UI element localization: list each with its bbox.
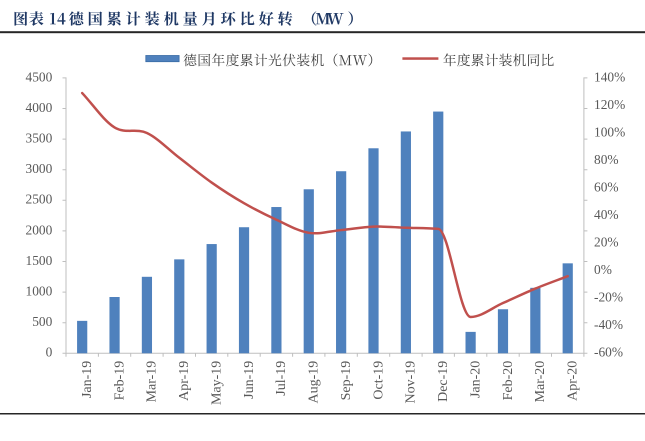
svg-text:Sep-19: Sep-19 xyxy=(339,361,354,401)
svg-text:-60%: -60% xyxy=(594,345,623,360)
svg-text:0: 0 xyxy=(46,345,53,360)
svg-text:3500: 3500 xyxy=(26,131,53,146)
svg-text:Dec-19: Dec-19 xyxy=(436,361,451,402)
svg-text:3000: 3000 xyxy=(26,161,53,176)
svg-text:Oct-19: Oct-19 xyxy=(371,361,386,400)
svg-text:140%: 140% xyxy=(594,69,625,84)
svg-text:Jul-19: Jul-19 xyxy=(274,361,289,396)
svg-text:Mar-19: Mar-19 xyxy=(145,361,160,403)
svg-text:2500: 2500 xyxy=(26,192,53,207)
svg-text:-20%: -20% xyxy=(594,290,623,305)
svg-text:2000: 2000 xyxy=(26,222,53,237)
svg-text:Jan-20: Jan-20 xyxy=(468,361,483,398)
svg-text:40%: 40% xyxy=(594,207,619,222)
svg-text:80%: 80% xyxy=(594,152,619,167)
svg-text:Apr-20: Apr-20 xyxy=(566,361,581,401)
svg-text:4000: 4000 xyxy=(26,100,53,115)
svg-text:120%: 120% xyxy=(594,97,625,112)
svg-text:500: 500 xyxy=(32,314,52,329)
svg-text:Mar-20: Mar-20 xyxy=(533,361,548,403)
svg-text:4500: 4500 xyxy=(26,69,53,84)
svg-text:Feb-20: Feb-20 xyxy=(501,361,516,401)
svg-text:Feb-19: Feb-19 xyxy=(112,361,127,401)
svg-text:Jun-19: Jun-19 xyxy=(242,361,257,399)
svg-text:20%: 20% xyxy=(594,235,619,250)
svg-text:-40%: -40% xyxy=(594,317,623,332)
svg-text:May-19: May-19 xyxy=(210,361,225,405)
svg-text:Jan-19: Jan-19 xyxy=(80,361,95,398)
svg-text:100%: 100% xyxy=(594,124,625,139)
svg-text:0%: 0% xyxy=(594,262,612,277)
svg-text:1000: 1000 xyxy=(26,284,53,299)
svg-text:60%: 60% xyxy=(594,180,619,195)
svg-text:Aug-19: Aug-19 xyxy=(307,361,322,404)
svg-text:Nov-19: Nov-19 xyxy=(404,361,419,404)
svg-text:1500: 1500 xyxy=(26,253,53,268)
svg-text:Apr-19: Apr-19 xyxy=(177,361,192,401)
